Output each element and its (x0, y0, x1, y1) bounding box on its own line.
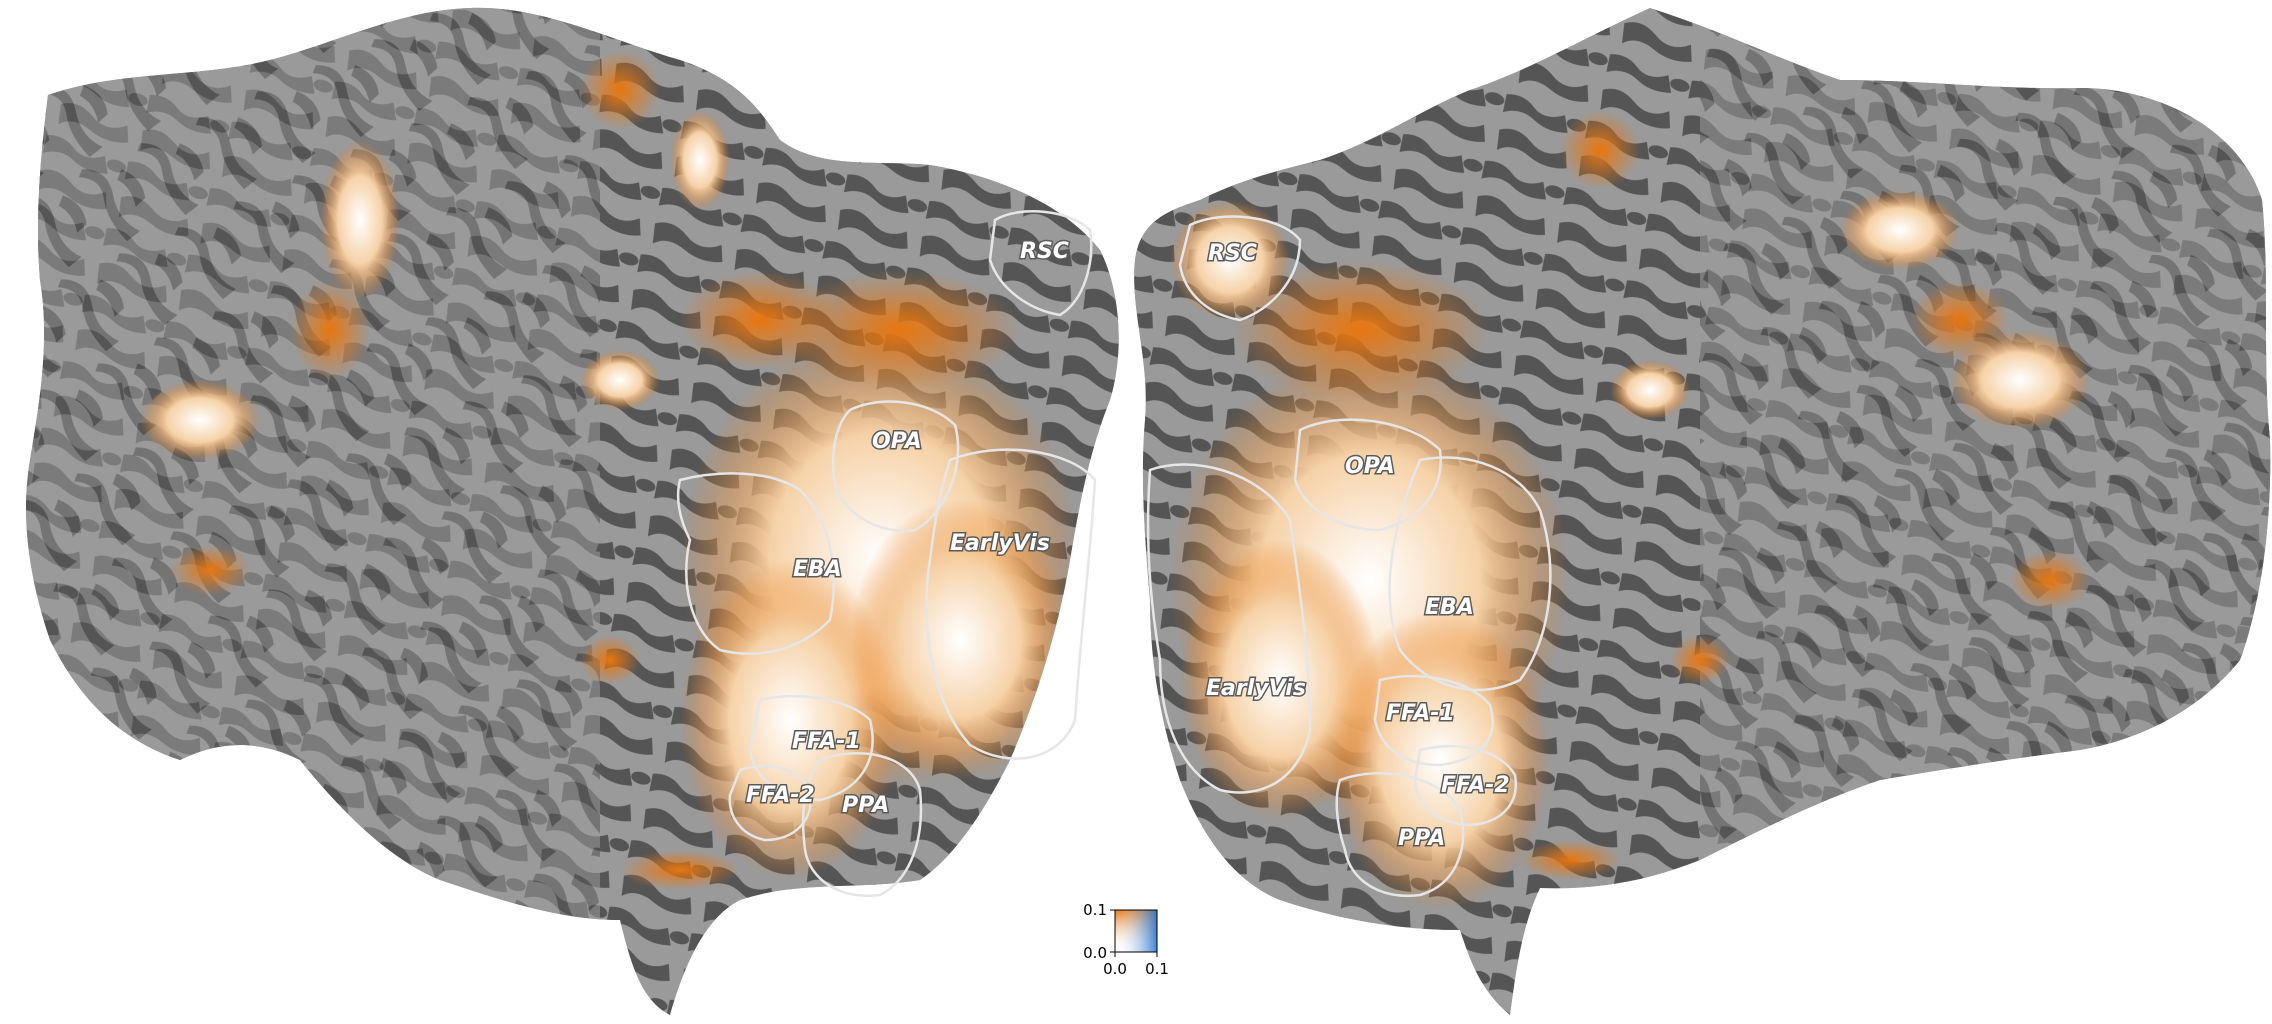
left-eba-label: EBA (793, 557, 842, 582)
left-earlyvis-label: EarlyVis (950, 531, 1050, 556)
colorbar-2d: 0.1 0.0 0.0 0.1 (1083, 901, 1169, 978)
left-ffa2-outline (728, 764, 813, 842)
left-rsc-label: RSC (1020, 239, 1069, 264)
left-earlyvis-outline (925, 448, 1097, 760)
left-opa-outline (831, 400, 960, 533)
right-ffa1-outline (1373, 674, 1494, 767)
colorbar-y-tick-min: 0.0 (1083, 944, 1107, 962)
right-ffa2-label: FFA-2 (1441, 773, 1510, 798)
right-roi-outlines (1146, 215, 1552, 898)
left-ppa-label: PPA (842, 793, 889, 818)
right-ffa1-label: FFA-1 (1386, 701, 1455, 726)
left-ffa1-label: FFA-1 (792, 729, 861, 754)
right-eba-label: EBA (1425, 595, 1474, 620)
left-eba-outline (676, 472, 835, 655)
right-hemisphere (1134, 8, 2271, 1015)
right-rsc-outline (1178, 215, 1302, 322)
right-earlyvis-outline (1146, 463, 1312, 794)
left-roi-outlines (676, 210, 1097, 898)
left-ffa1-outline (748, 694, 874, 802)
colorbar-x-tick-max: 0.1 (1145, 960, 1169, 978)
left-rsc-outline (988, 210, 1093, 317)
right-ppa-label: PPA (1398, 826, 1445, 851)
right-opa-outline (1293, 418, 1442, 532)
right-rsc-label: RSC (1208, 241, 1257, 266)
left-activation-map (140, 50, 1080, 890)
right-earlyvis-label: EarlyVis (1206, 676, 1306, 701)
right-ppa-outline (1335, 772, 1465, 898)
colorbar-x-tick-min: 0.0 (1103, 960, 1127, 978)
left-ppa-outline (801, 752, 923, 898)
left-opa-label: OPA (872, 429, 922, 454)
right-ffa2-outline (1413, 744, 1518, 827)
right-eba-outline (1388, 456, 1552, 692)
right-activation-map (1170, 110, 2090, 910)
roi-labels: RSC OPA EarlyVis EBA FFA-1 FFA-2 PPA RSC… (745, 238, 1512, 853)
colorbar-y-tick-max: 0.1 (1083, 901, 1107, 919)
left-ffa2-label: FFA-2 (746, 783, 815, 808)
left-hemisphere (26, 7, 1119, 1015)
right-opa-label: OPA (1345, 454, 1395, 479)
